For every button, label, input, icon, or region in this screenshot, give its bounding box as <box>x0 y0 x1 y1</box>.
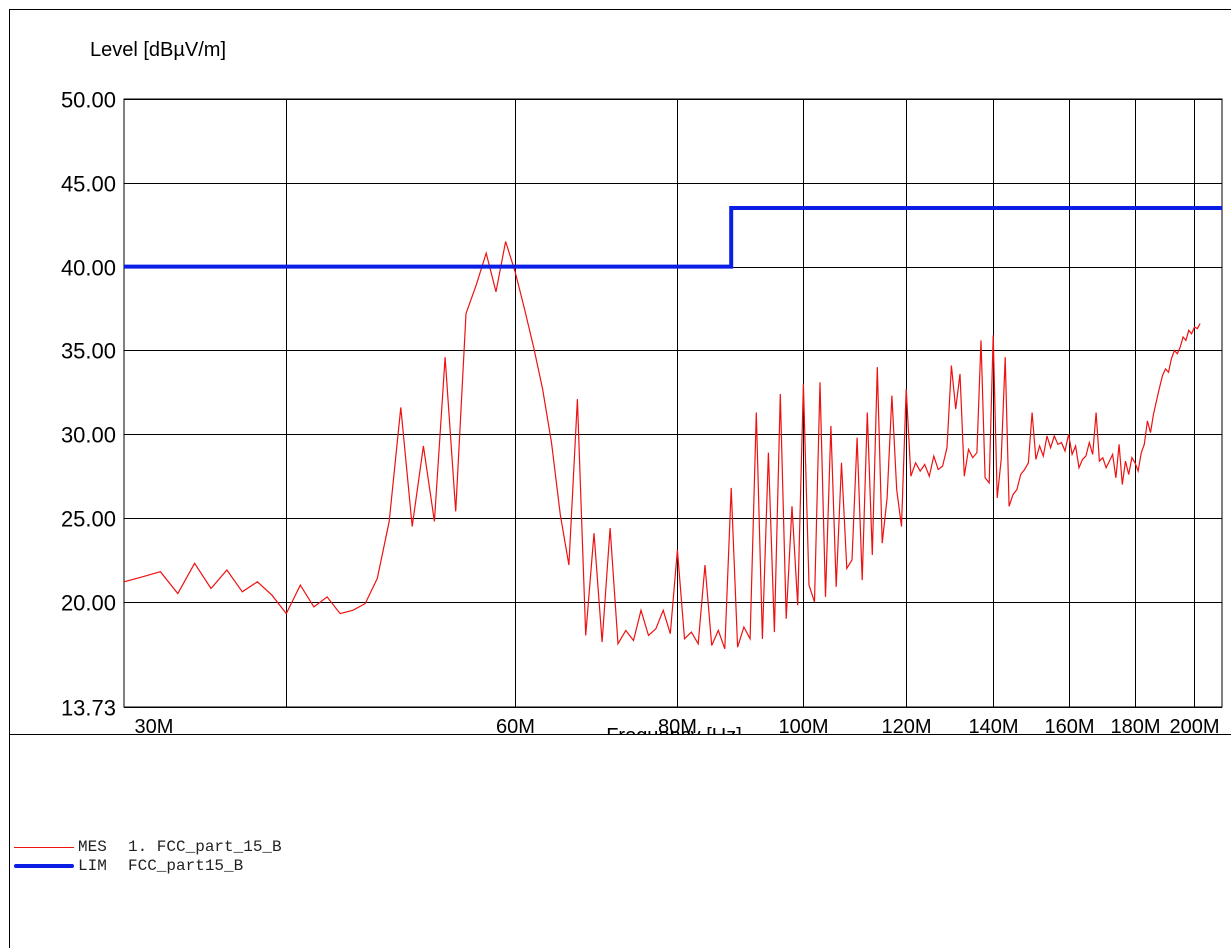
x-tick-label: 140M <box>968 716 1018 735</box>
y-tick-label: 35.00 <box>61 339 116 364</box>
chart-area: Level [dBµV/m] 50.00 45.00 40.00 35.00 30.00… <box>61 39 1223 735</box>
x-tick-label: 180M <box>1110 716 1160 735</box>
legend-label-mes: 1. FCC_part_15_B <box>128 838 282 856</box>
chart-frame <box>9 9 1231 948</box>
x-tick-label: 160M <box>1044 716 1094 735</box>
legend-swatch-lim <box>14 864 74 868</box>
y-tick-labels: 50.00 45.00 40.00 35.00 30.00 25.00 20.00 13.73 <box>61 88 116 721</box>
y-tick-label: 20.00 <box>61 591 116 616</box>
x-tick-label: 80M <box>658 716 697 735</box>
y-axis-title: Level [dBµV/m] <box>90 39 226 61</box>
series-group <box>123 206 1222 649</box>
legend-name-lim: LIM <box>78 857 107 875</box>
legend-divider <box>9 734 1231 735</box>
x-axis-title: Frequency [Hz] <box>606 725 742 735</box>
legend-item-lim: LIM FCC_part15_B <box>14 856 243 876</box>
x-tick-label: 60M <box>496 716 535 735</box>
x-tick-label: 100M <box>778 716 828 735</box>
legend-name-mes: MES <box>78 838 107 856</box>
x-tick-labels: 30M 60M 80M 100M 120M 140M 160M 180M 200M <box>135 716 1220 735</box>
x-tick-label: 120M <box>881 716 931 735</box>
plot-border <box>123 98 1223 708</box>
y-tick-label: 30.00 <box>61 423 116 448</box>
x-tick-label: 30M <box>135 716 174 735</box>
legend-item-mes: MES 1. FCC_part_15_B <box>14 837 282 857</box>
legend-swatch-mes <box>14 846 74 848</box>
grid-lines <box>123 98 1223 708</box>
series-line-lim <box>124 206 1222 269</box>
y-tick-label: 45.00 <box>61 172 116 197</box>
legend-label-lim: FCC_part15_B <box>128 857 244 875</box>
y-tick-label: 50.00 <box>61 88 116 113</box>
y-tick-label: 25.00 <box>61 507 116 532</box>
y-tick-label: 13.73 <box>61 696 116 721</box>
x-tick-label: 200M <box>1169 716 1219 735</box>
series-line-mes <box>123 241 1201 649</box>
y-tick-label: 40.00 <box>61 256 116 281</box>
